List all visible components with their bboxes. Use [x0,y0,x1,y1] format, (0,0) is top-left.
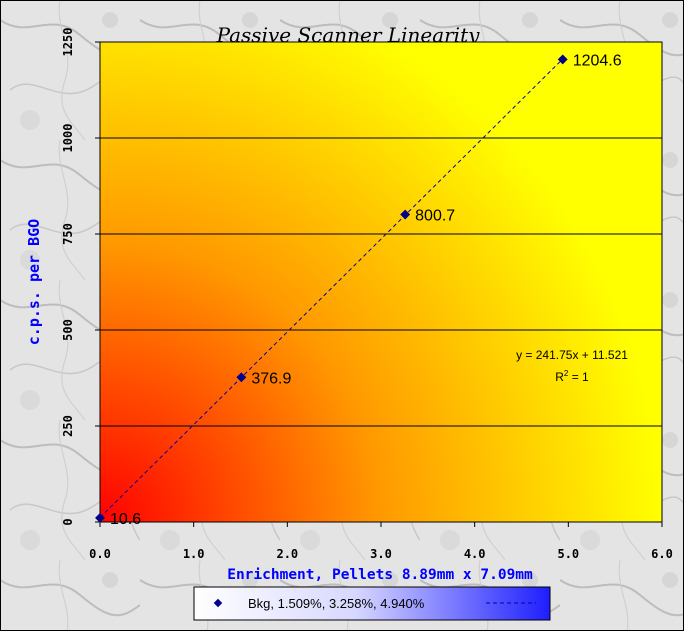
trendline-equation: y = 241.75x + 11.521 R2 = 1 [516,348,628,384]
x-tick-label: 2.0 [276,547,298,561]
data-label: 800.7 [415,208,455,225]
data-points: 10.6 376.9 800.7 1204.6 [95,52,622,528]
data-point [236,372,247,383]
data-label: 376.9 [251,370,291,387]
trendline-equation-text: y = 241.75x + 11.521 [516,348,628,362]
y-tick-label: 0 [61,518,75,525]
x-tick-label: 5.0 [557,547,579,561]
y-axis-title: c.p.s. per BGO [25,219,43,345]
x-axis-title: Enrichment, Pellets 8.89mm x 7.09mm [227,567,533,583]
x-tick-label: 1.0 [183,547,205,561]
y-tick-label: 1000 [61,124,75,153]
legend: Bkg, 1.509%, 3.258%, 4.940% [193,586,551,621]
data-point [400,209,411,220]
legend-box [193,586,551,621]
y-tick-label: 250 [61,415,75,437]
x-tick-label: 6.0 [651,547,673,561]
y-tick-label: 1250 [61,28,75,57]
trendline [99,58,564,518]
x-tick-label: 4.0 [464,547,486,561]
data-point [557,54,568,65]
y-tick-label: 750 [61,223,75,245]
plot-area [99,41,663,523]
x-tick-label: 3.0 [370,547,392,561]
x-tick-label: 0.0 [89,547,111,561]
legend-label: Bkg, 1.509%, 3.258%, 4.940% [248,596,425,611]
y-tick-labels: 0 250 500 750 1000 1250 [61,28,100,526]
data-label: 10.6 [110,511,141,528]
r-squared-text: R2 = 1 [555,369,589,384]
y-tick-label: 500 [61,319,75,341]
trendline-layer [99,58,564,518]
x-tick-labels: 0.0 1.0 2.0 3.0 4.0 5.0 6.0 [89,522,673,561]
gridlines [100,137,662,427]
data-label: 1204.6 [573,52,622,69]
data-point [95,512,105,523]
